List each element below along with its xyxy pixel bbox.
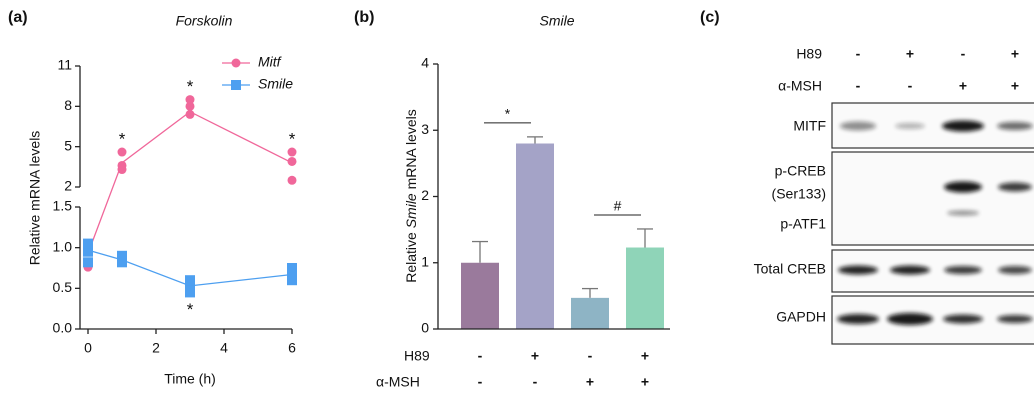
significance-mark: * <box>187 77 194 96</box>
panel-label: (a) <box>8 9 28 26</box>
treatment-value: - <box>908 78 913 94</box>
data-point <box>118 148 127 157</box>
x-tick-label: 2 <box>152 340 160 356</box>
treatment-value: + <box>959 78 967 94</box>
data-point <box>83 257 93 267</box>
band <box>943 315 983 324</box>
bar <box>461 263 499 329</box>
condition-value: + <box>641 348 649 364</box>
legend-label: Smile <box>258 76 293 92</box>
significance-mark: * <box>119 130 126 149</box>
treatment-value: - <box>961 46 966 62</box>
blot-label: MITF <box>793 118 826 134</box>
significance-mark: # <box>614 198 622 214</box>
y-tick-label: 2 <box>64 178 72 194</box>
x-tick-label: 4 <box>220 340 228 356</box>
blot-label: Total CREB <box>754 261 826 277</box>
treatment-value: - <box>856 78 861 94</box>
data-point <box>288 148 297 157</box>
y-tick-label: 4 <box>421 55 429 71</box>
significance-mark: * <box>289 130 296 149</box>
band <box>944 266 982 274</box>
band <box>947 211 979 216</box>
y-axis-label-part: Smile <box>403 193 419 228</box>
chart-title: Forskolin <box>176 13 233 29</box>
y-tick-label: 1.0 <box>53 238 73 254</box>
data-point <box>117 251 127 261</box>
treatment-name: α-MSH <box>778 78 822 94</box>
condition-value: + <box>531 348 539 364</box>
condition-value: - <box>478 348 483 364</box>
y-axis-label: Relative Smile mRNA levels <box>403 109 419 283</box>
band <box>837 314 879 324</box>
data-point <box>288 176 297 185</box>
band <box>942 121 984 132</box>
blot-frame <box>832 152 1034 245</box>
x-axis-label: Time (h) <box>164 371 216 387</box>
y-axis-label: Relative mRNA levels <box>27 131 43 266</box>
blot-label: p-ATF1 <box>780 216 826 232</box>
blot-label: GAPDH <box>776 309 826 325</box>
band <box>890 266 930 275</box>
condition-value: - <box>478 374 483 390</box>
data-point <box>118 161 127 170</box>
y-tick-label: 1.5 <box>53 198 73 214</box>
chart-title: Smile <box>539 13 574 29</box>
y-tick-label: 0.0 <box>53 320 73 336</box>
panel-label: (b) <box>354 9 374 26</box>
y-tick-label: 2 <box>421 187 429 203</box>
legend-marker <box>231 80 241 90</box>
y-tick-label: 0 <box>421 320 429 336</box>
significance-mark: * <box>505 106 511 122</box>
y-tick-label: 0.5 <box>53 279 73 295</box>
data-point <box>83 239 93 249</box>
condition-value: + <box>586 374 594 390</box>
bar <box>571 298 609 329</box>
data-point <box>185 275 195 285</box>
condition-value: - <box>533 374 538 390</box>
band <box>997 315 1033 323</box>
treatment-value: + <box>1011 78 1019 94</box>
treatment-value: + <box>1011 46 1019 62</box>
x-tick-label: 6 <box>288 340 296 356</box>
band <box>838 266 878 275</box>
y-axis-label-part: Relative <box>403 228 419 282</box>
band <box>998 183 1032 192</box>
bar <box>516 144 554 330</box>
band <box>997 122 1033 130</box>
y-tick-label: 5 <box>64 137 72 153</box>
bar <box>626 248 664 329</box>
data-point <box>287 263 297 273</box>
condition-value: + <box>641 374 649 390</box>
legend-label: Mitf <box>258 54 283 70</box>
y-tick-label: 3 <box>421 121 429 137</box>
band <box>944 182 982 193</box>
figure: (a) Forskolin 0.0 0.5 1.0 1.5 2 5 8 11 0 2 4 6 Time (h… <box>0 0 1034 394</box>
panel-label: (c) <box>700 9 720 26</box>
data-point <box>288 157 297 166</box>
y-tick-label: 1 <box>421 253 429 269</box>
legend-marker <box>232 59 241 68</box>
condition-name: α-MSH <box>376 374 420 390</box>
treatment-value: - <box>856 46 861 62</box>
y-tick-label: 8 <box>64 97 72 113</box>
x-tick-label: 0 <box>84 340 92 356</box>
band <box>887 313 933 325</box>
band <box>998 266 1032 274</box>
treatment-value: + <box>906 46 914 62</box>
significance-mark: * <box>187 300 194 319</box>
band <box>895 123 925 129</box>
band <box>840 122 876 131</box>
condition-name: H89 <box>404 348 430 364</box>
y-axis-label-part: mRNA levels <box>403 109 419 193</box>
condition-value: - <box>588 348 593 364</box>
data-point <box>186 95 195 104</box>
y-tick-label: 11 <box>57 57 72 73</box>
data-point <box>186 110 195 119</box>
blot-label: p-CREB <box>775 163 826 179</box>
blot-label: (Ser133) <box>772 186 826 202</box>
treatment-name: H89 <box>796 46 822 62</box>
